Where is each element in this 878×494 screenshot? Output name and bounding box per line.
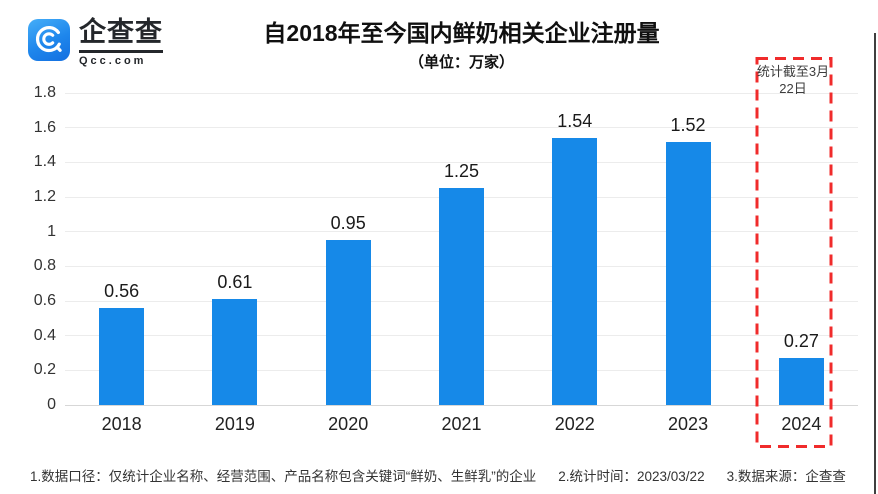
title-block: 自2018年至今国内鲜奶相关企业注册量 （单位：万家）	[65, 20, 858, 72]
bar-2024	[778, 358, 824, 405]
y-axis-tick-label: 0.6	[33, 292, 56, 309]
highlight-annotation: 统计截至3月22日	[756, 64, 830, 96]
bar-value-label: 1.25	[443, 161, 480, 182]
x-axis-tick-label: 2022	[554, 414, 595, 434]
y-axis-tick-label: 1.2	[33, 188, 56, 205]
logo-domain: Qcc.com	[79, 55, 147, 67]
bar-value-label: 0.27	[783, 331, 819, 352]
bar-2023	[665, 141, 711, 405]
bar-value-label: 0.61	[217, 272, 253, 293]
bar-value-label: 0.56	[104, 280, 140, 301]
gridline	[65, 127, 858, 129]
gridline	[65, 161, 858, 163]
bar-2020	[325, 240, 371, 405]
x-axis-tick-label: 2024	[781, 414, 822, 434]
footer-notes: 1.数据口径：仅统计企业名称、经营范围、产品名称包含关键词“鲜奶、生鲜乳”的企业…	[30, 465, 868, 485]
footer-note-scope: 1.数据口径：仅统计企业名称、经营范围、产品名称包含关键词“鲜奶、生鲜乳”的企业	[30, 469, 537, 484]
bar-value-label: 0.95	[330, 213, 366, 234]
x-axis-tick-label: 2021	[441, 414, 482, 434]
y-axis-tick-label: 0.4	[33, 326, 56, 344]
qcc-spiral-glyph	[35, 25, 62, 53]
y-axis-tick-label: 1	[47, 222, 56, 240]
y-axis-tick-label: 1.4	[33, 153, 56, 171]
qcc-logo: 企查查 Qcc.com	[28, 19, 163, 67]
footer-note-time: 2.统计时间：2023/03/22	[558, 469, 705, 484]
bar-2019	[212, 299, 258, 405]
x-axis-tick-label: 2023	[668, 414, 709, 434]
logo-text: 企查查 Qcc.com	[79, 19, 163, 67]
gridline	[65, 92, 858, 94]
y-axis-tick-label: 1.6	[33, 118, 56, 136]
x-axis-tick-label: 2019	[214, 414, 255, 434]
bar-2022	[552, 138, 598, 405]
chart-subtitle: （单位：万家）	[408, 53, 514, 71]
y-axis-tick-label: 0	[47, 396, 56, 413]
logo-name: 企查查	[79, 19, 163, 53]
x-axis-tick-label: 2020	[328, 414, 369, 434]
chart-title: 自2018年至今国内鲜奶相关企业注册量	[263, 20, 660, 46]
footer-note-source: 3.数据来源：企查查	[726, 469, 846, 484]
x-axis-tick-label: 2018	[101, 414, 142, 434]
qcc-logo-icon	[28, 19, 70, 61]
y-axis-tick-label: 0.8	[33, 257, 56, 275]
gridline	[65, 404, 858, 406]
bar-2021	[439, 188, 484, 405]
window-edge-line	[874, 33, 876, 494]
bar-value-label: 1.54	[557, 111, 593, 132]
y-axis-tick-label: 1.8	[33, 84, 56, 101]
y-axis-tick-label: 0.2	[33, 361, 56, 379]
bar-value-label: 1.52	[670, 114, 706, 135]
bar-2018	[99, 307, 145, 405]
